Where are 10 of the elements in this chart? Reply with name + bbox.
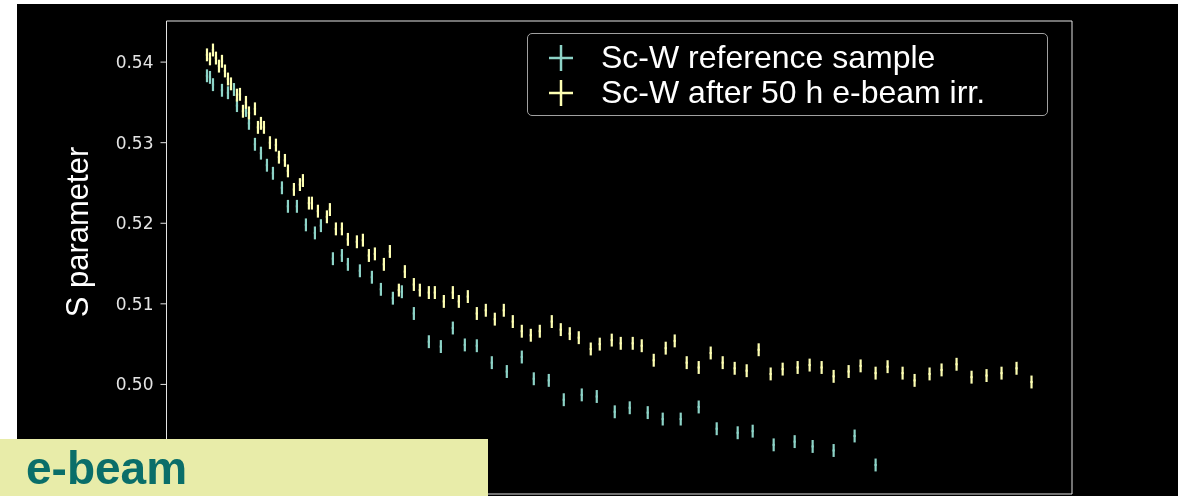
y-tick-label: 0.54 [115, 52, 154, 73]
legend-label: Sc-W reference sample [601, 39, 936, 75]
y-axis-title: S parameter [59, 146, 95, 318]
y-tick-label: 0.52 [115, 213, 154, 234]
caption-box: e-beam [0, 439, 488, 496]
annotation: e-beam [26, 441, 188, 494]
y-tick-label: 0.51 [115, 293, 154, 314]
y-tick-label: 0.53 [115, 132, 154, 153]
legend-label: Sc-W after 50 h e-beam irr. [601, 74, 986, 110]
y-tick-label: 0.50 [115, 374, 154, 395]
